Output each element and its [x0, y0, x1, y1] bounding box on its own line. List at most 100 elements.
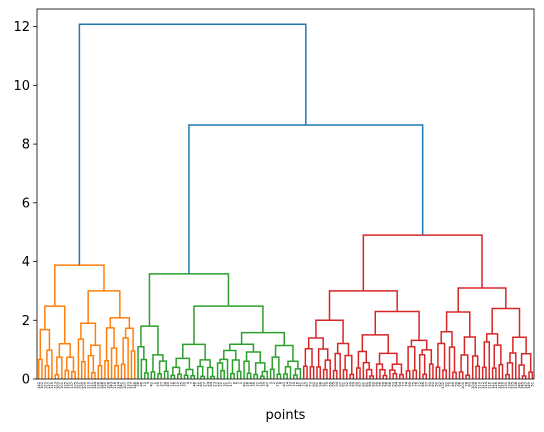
dendrogram-link-147 [188, 124, 424, 274]
leaf-label-50: 27 [203, 382, 207, 387]
dendrogram-link-29 [143, 372, 149, 379]
dendrogram-link-131 [483, 341, 491, 379]
dendrogram-link-2 [46, 349, 53, 379]
dendrogram-link-93 [355, 367, 361, 379]
leaf-label-32: 13 [143, 382, 147, 387]
dendrogram-link-80 [304, 347, 313, 367]
leaf-label-123: 82 [444, 382, 448, 387]
dendrogram-link-115 [374, 310, 420, 341]
leaf-label-99: 81 [365, 382, 369, 387]
dendrogram-link-87 [334, 352, 341, 379]
leaf-label-56: 31 [222, 382, 226, 387]
dendrogram-link-61 [259, 375, 265, 379]
dendrogram-link-91 [336, 342, 350, 356]
dendrogram-link-4 [54, 374, 60, 379]
dendrogram-link-38 [170, 374, 176, 379]
leaf-label-104: 56 [381, 381, 385, 386]
leaf-label-130: 83 [468, 382, 472, 387]
leaf-label-19: 148 [100, 381, 104, 389]
leaf-label-106: 88 [388, 381, 392, 386]
dendrogram-link-34 [163, 370, 169, 379]
dendrogram-link-26 [109, 317, 131, 329]
dendrogram-link-108 [412, 369, 418, 379]
leaf-label-7: 101 [60, 382, 64, 389]
leaf-label-73: 8 [279, 381, 283, 384]
dendrogram-link-109 [407, 346, 416, 371]
dendrogram-link-8 [66, 356, 75, 372]
leaf-label-78: 16 [295, 381, 299, 386]
leaf-label-115: 72 [418, 382, 422, 387]
leaf-label-111: 74 [405, 381, 409, 386]
leaf-label-134: 112 [481, 382, 485, 389]
leaf-label-3: 127 [47, 382, 51, 389]
dendrogram-link-77 [148, 273, 230, 327]
x-axis-label: points [266, 408, 306, 423]
dendrogram-link-86 [332, 369, 338, 379]
leaf-label-107: 53 [391, 382, 395, 387]
dendrogram-link-57 [223, 349, 237, 361]
dendrogram-link-85 [307, 337, 324, 349]
leaf-label-124: 70 [448, 381, 452, 386]
dendrogram-link-97 [357, 350, 368, 369]
leaf-label-24: 124 [116, 381, 120, 389]
dendrogram-link-73 [287, 360, 299, 369]
leaf-label-117: 57 [425, 382, 429, 387]
dendrogram-link-128 [463, 336, 476, 357]
leaf-label-57: 21 [226, 382, 230, 387]
leaf-label-85: 98 [318, 381, 322, 386]
dendrogram-link-143 [512, 336, 527, 354]
dendrogram-link-141 [528, 371, 534, 379]
dendrogram-link-64 [245, 351, 261, 363]
leaf-label-103: 96 [378, 381, 382, 386]
leaf-label-126: 59 [454, 381, 458, 386]
dendrogram-link-11 [80, 360, 86, 379]
leaf-label-26: 107 [123, 382, 127, 389]
dendrogram-link-25 [124, 327, 134, 351]
dendrogram-link-84 [317, 348, 329, 367]
leaf-label-98: 80 [362, 381, 366, 386]
dendrogram-link-83 [324, 359, 331, 379]
leaf-label-91: 97 [338, 382, 342, 387]
dendrogram-link-123 [458, 371, 464, 379]
leaf-label-12: 122 [77, 382, 81, 389]
leaf-label-54: 22 [216, 382, 220, 387]
dendrogram-link-125 [460, 354, 469, 376]
leaf-label-140: 129 [501, 381, 505, 389]
leaf-label-23: 118 [113, 381, 117, 389]
dendrogram-link-19 [114, 364, 119, 379]
leaf-label-44: 30 [183, 381, 187, 386]
leaf-label-86: 91 [322, 382, 326, 387]
leaf-label-29: 146 [133, 381, 137, 389]
leaf-label-92: 62 [342, 382, 346, 387]
leaf-label-74: 43 [282, 382, 286, 387]
dendrogram-link-3 [39, 328, 51, 360]
leaf-label-141: 130 [504, 381, 508, 389]
leaf-label-149: 51 [531, 382, 535, 387]
leaf-label-82: 73 [309, 382, 313, 387]
leaf-label-18: 136 [96, 381, 100, 389]
leaf-label-129: 78 [464, 381, 468, 386]
leaf-label-80: 71 [302, 382, 306, 387]
dendrogram-link-127 [471, 355, 479, 379]
leaf-label-58: 17 [229, 382, 233, 387]
leaf-label-64: 18 [249, 381, 253, 386]
leaf-label-6: 103 [57, 382, 61, 389]
dendrogram-link-43 [185, 368, 194, 376]
x-axis-leaf-labels: 142 102 123 127 115 113 103 101 125 131 137 105 122 1… [37, 381, 535, 389]
dendrogram-links [37, 23, 534, 379]
leaf-label-22: 143 [110, 382, 114, 389]
leaf-label-53: 23 [212, 382, 216, 387]
leaf-label-27: 133 [126, 382, 130, 389]
leaf-label-16: 111 [90, 382, 94, 389]
leaf-label-116: 86 [421, 381, 425, 386]
leaf-label-46: 7 [189, 382, 193, 384]
leaf-label-114: 76 [415, 381, 419, 386]
leaf-label-63: 28 [246, 381, 250, 386]
leaf-label-43: 35 [179, 382, 183, 387]
leaf-label-79: 41 [299, 382, 303, 387]
dendrogram-link-13 [90, 372, 96, 379]
dendrogram-link-117 [435, 366, 441, 379]
dendrogram-link-35 [158, 360, 167, 374]
leaf-label-38: 34 [163, 381, 167, 386]
leaf-label-132: 106 [474, 381, 478, 389]
